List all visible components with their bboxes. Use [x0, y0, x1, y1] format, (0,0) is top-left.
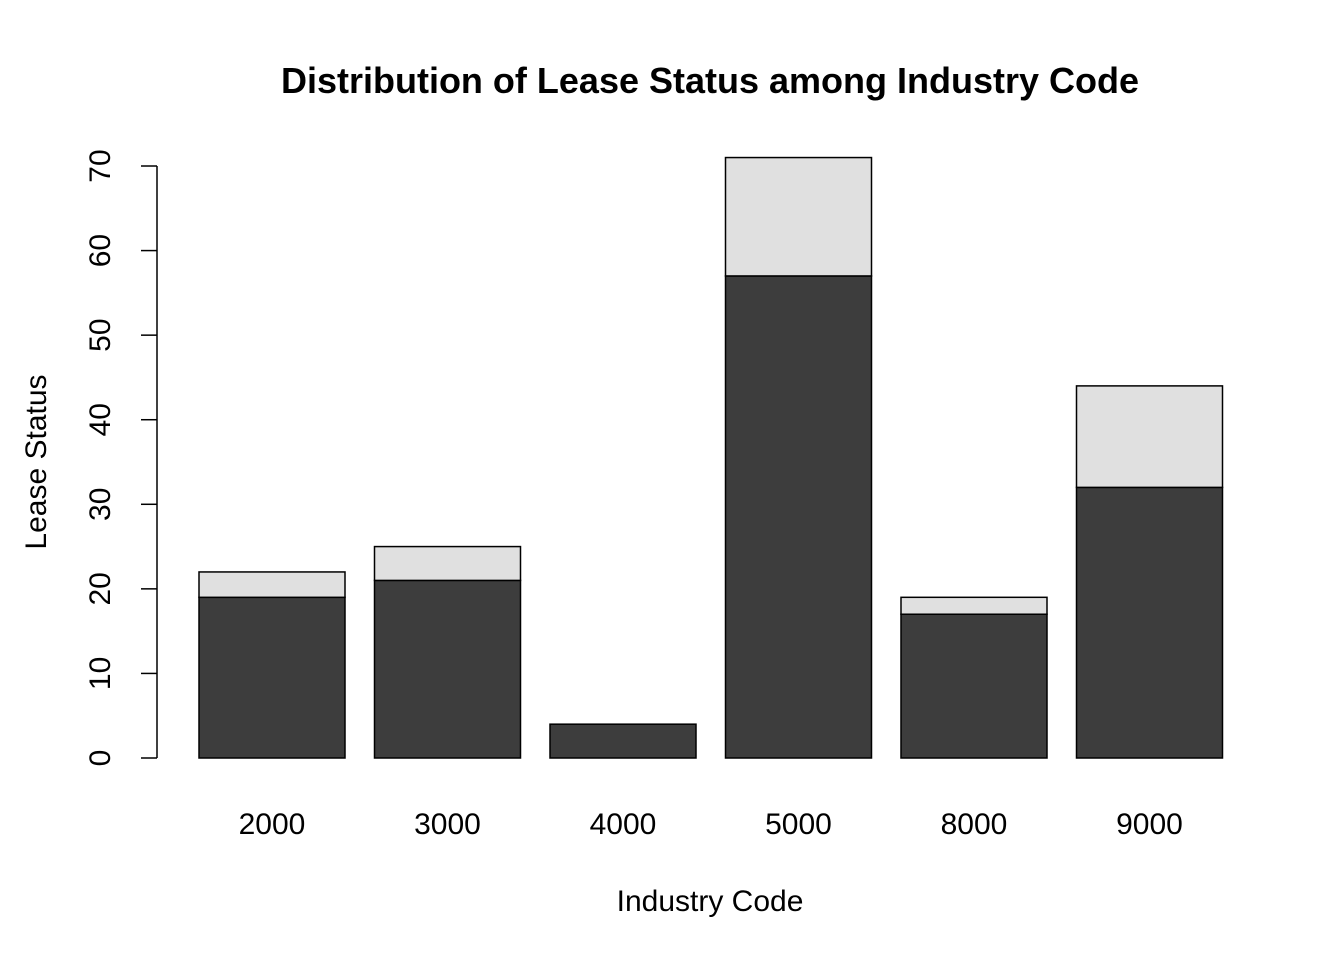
x-tick-label: 8000 — [941, 808, 1008, 841]
chart-title: Distribution of Lease Status among Indus… — [281, 60, 1139, 101]
y-tick-label: 10 — [84, 657, 117, 690]
x-axis-label: Industry Code — [617, 885, 804, 918]
bar-segment-8000-s2 — [900, 596, 1048, 615]
x-tick-labels: 2000 3000 4000 5000 8000 9000 — [239, 808, 1183, 841]
y-tick-label: 40 — [84, 403, 117, 436]
x-tick-label: 4000 — [590, 808, 657, 841]
bar-segment-3000-s2 — [373, 545, 522, 582]
x-tick-label: 3000 — [414, 808, 481, 841]
y-tick-label: 0 — [84, 750, 117, 767]
y-axis: 0 10 20 30 40 50 60 70 — [84, 149, 158, 767]
y-tick-label: 20 — [84, 572, 117, 605]
x-tick-label: 9000 — [1116, 808, 1183, 841]
bar-segment-3000-s1 — [373, 579, 522, 759]
y-tick-label: 50 — [84, 318, 117, 351]
bar-segment-4000-s1 — [549, 723, 697, 759]
bar-segment-2000-s2 — [198, 571, 346, 599]
x-tick-label: 5000 — [765, 808, 832, 841]
y-tick-label: 30 — [84, 488, 117, 521]
bars-group — [198, 156, 1224, 759]
y-tick-label: 70 — [84, 149, 117, 182]
y-tick-label: 60 — [84, 234, 117, 267]
y-axis-label: Lease Status — [20, 374, 53, 549]
bar-segment-5000-s1 — [724, 275, 873, 759]
bar-segment-2000-s1 — [198, 596, 346, 759]
bar-segment-5000-s2 — [724, 156, 873, 277]
bar-segment-9000-s1 — [1075, 486, 1224, 759]
x-tick-label: 2000 — [239, 808, 306, 841]
bar-segment-8000-s1 — [900, 613, 1048, 759]
bar-segment-9000-s2 — [1075, 385, 1224, 489]
